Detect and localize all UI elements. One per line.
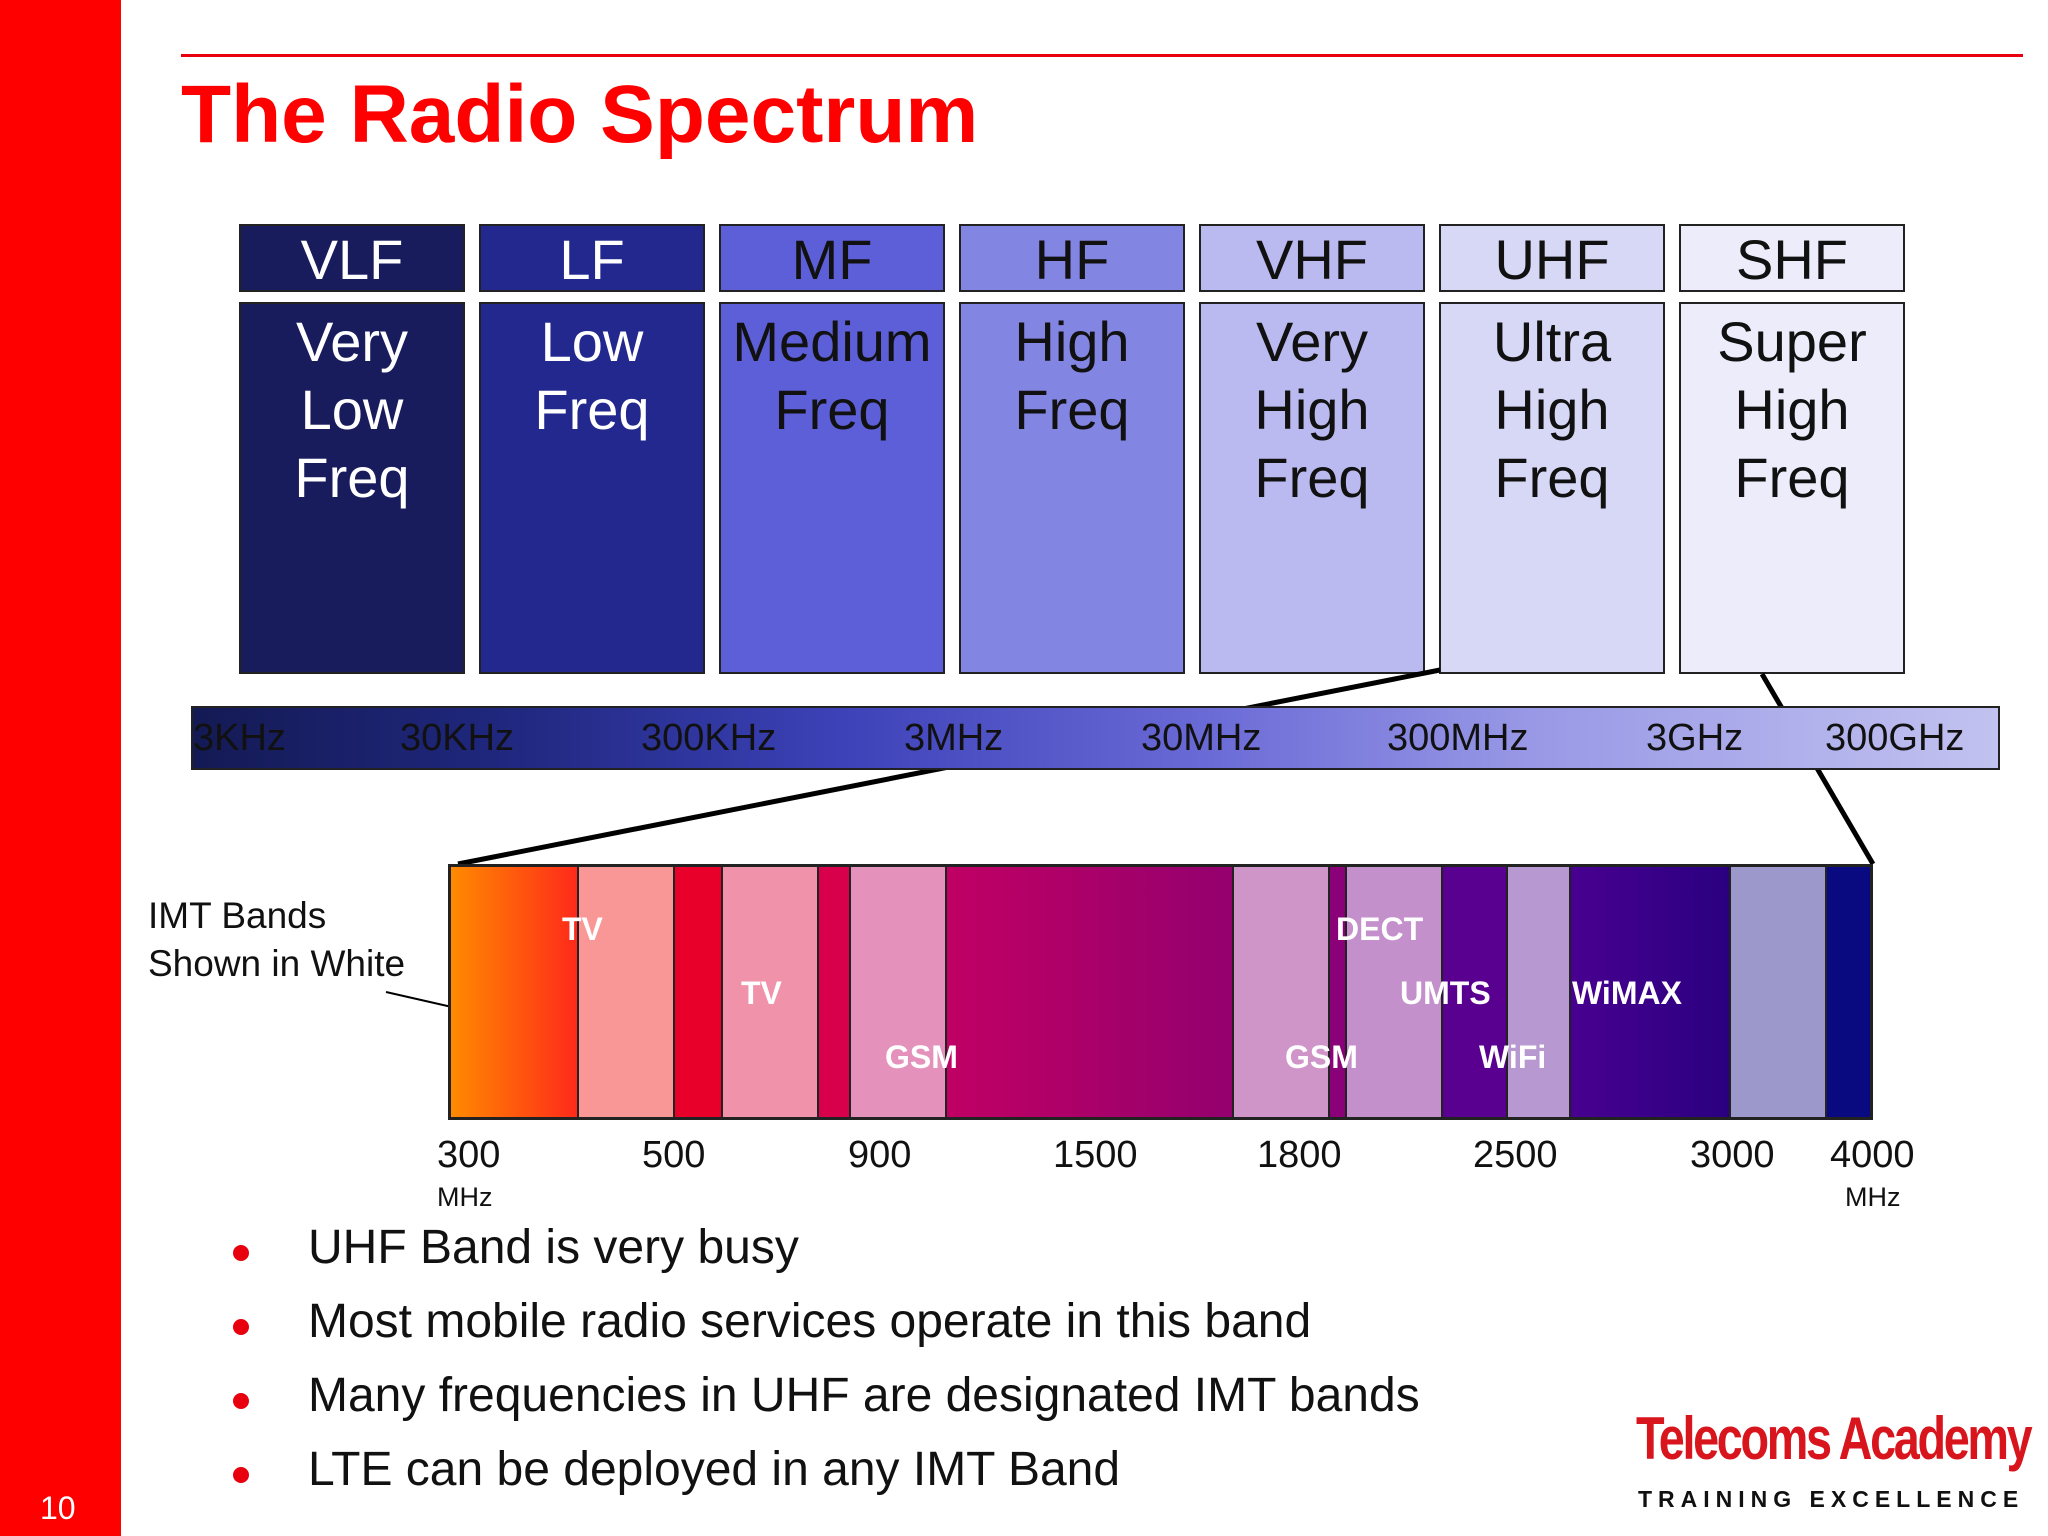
imt-segment [451,867,579,1117]
freq-label-300: 300 [437,1134,501,1176]
scale-label-3mhz: 3MHz [904,717,1004,759]
bullet-item: Many frequencies in UHF are designated I… [308,1369,1420,1422]
freq-label-3000: 3000 [1690,1134,1775,1176]
scale-label-30khz: 30KHz [400,717,515,759]
sidebar-accent [0,0,121,1536]
band-full-uhf: Ultra High Freq [1439,302,1665,674]
title-rule [181,54,2023,57]
imt-segment [851,867,947,1117]
service-label-dect: DECT [1336,911,1424,947]
imt-segment [1827,867,1870,1117]
imt-segment [723,867,819,1117]
service-label-gsm: GSM [1285,1039,1358,1075]
band-abbr-shf: SHF [1679,224,1905,292]
band-abbr-hf: HF [959,224,1185,292]
service-label-gsm: GSM [885,1039,958,1075]
frequency-scale-bar [191,706,2000,770]
freq-label-1800: 1800 [1257,1134,1342,1176]
imt-note: IMT Bands Shown in White [148,895,406,984]
scale-label-300mhz: 300MHz [1387,717,1529,759]
freq-unit-end: MHz [1845,1182,1901,1212]
bullet-dot [233,1393,249,1409]
slide-number: 10 [40,1490,76,1526]
freq-label-4000: 4000 [1830,1134,1915,1176]
scale-label-3khz: 3KHz [193,717,286,759]
band-full-lf: Low Freq [479,302,705,674]
imt-segment [947,867,1234,1117]
service-label-umts: UMTS [1400,975,1491,1011]
band-abbr-uhf: UHF [1439,224,1665,292]
imt-segment [675,867,723,1117]
page-title: The Radio Spectrum [181,69,979,160]
service-label-tv: TV [562,911,603,947]
imt-band-strip: TV TV GSM DECT UMTS WiMAX GSM WiFi [448,864,1873,1120]
bullet-dot [233,1319,249,1335]
band-abbr-vlf: VLF [239,224,465,292]
service-label-wimax: WiMAX [1572,975,1682,1011]
band-abbr-lf: LF [479,224,705,292]
freq-label-500: 500 [642,1134,706,1176]
imt-segment [1234,867,1330,1117]
scale-label-300khz: 300KHz [641,717,777,759]
scale-label-300ghz: 300GHz [1825,717,1965,759]
freq-label-900: 900 [848,1134,912,1176]
band-abbr-vhf: VHF [1199,224,1425,292]
band-full-vhf: Very High Freq [1199,302,1425,674]
freq-label-2500: 2500 [1473,1134,1558,1176]
imt-segment [1347,867,1443,1117]
logo-name: Telecoms Academy [1636,1405,2033,1472]
band-full-mf: Medium Freq [719,302,945,674]
imt-segment [1443,867,1508,1117]
imt-segment [1571,867,1731,1117]
logo-tagline: TRAINING EXCELLENCE [1638,1486,2025,1512]
freq-label-1500: 1500 [1053,1134,1138,1176]
bullet-item: Most mobile radio services operate in th… [308,1295,1312,1348]
band-full-shf: Super High Freq [1679,302,1905,674]
imt-segment [819,867,851,1117]
imt-segment [1330,867,1347,1117]
bullet-dot [233,1467,249,1483]
band-full-hf: High Freq [959,302,1185,674]
bullet-dot [233,1245,249,1261]
service-label-wifi: WiFi [1479,1039,1547,1075]
imt-segment [1731,867,1827,1117]
band-abbr-mf: MF [719,224,945,292]
imt-segment [579,867,675,1117]
band-full-vlf: Very Low Freq [239,302,465,674]
freq-unit-start: MHz [437,1182,493,1212]
scale-label-3ghz: 3GHz [1646,717,1744,759]
bullet-item: UHF Band is very busy [308,1221,799,1274]
imt-segment [1508,867,1571,1117]
scale-label-30mhz: 30MHz [1141,717,1262,759]
bullet-item: LTE can be deployed in any IMT Band [308,1443,1121,1496]
service-label-tv: TV [741,975,782,1011]
